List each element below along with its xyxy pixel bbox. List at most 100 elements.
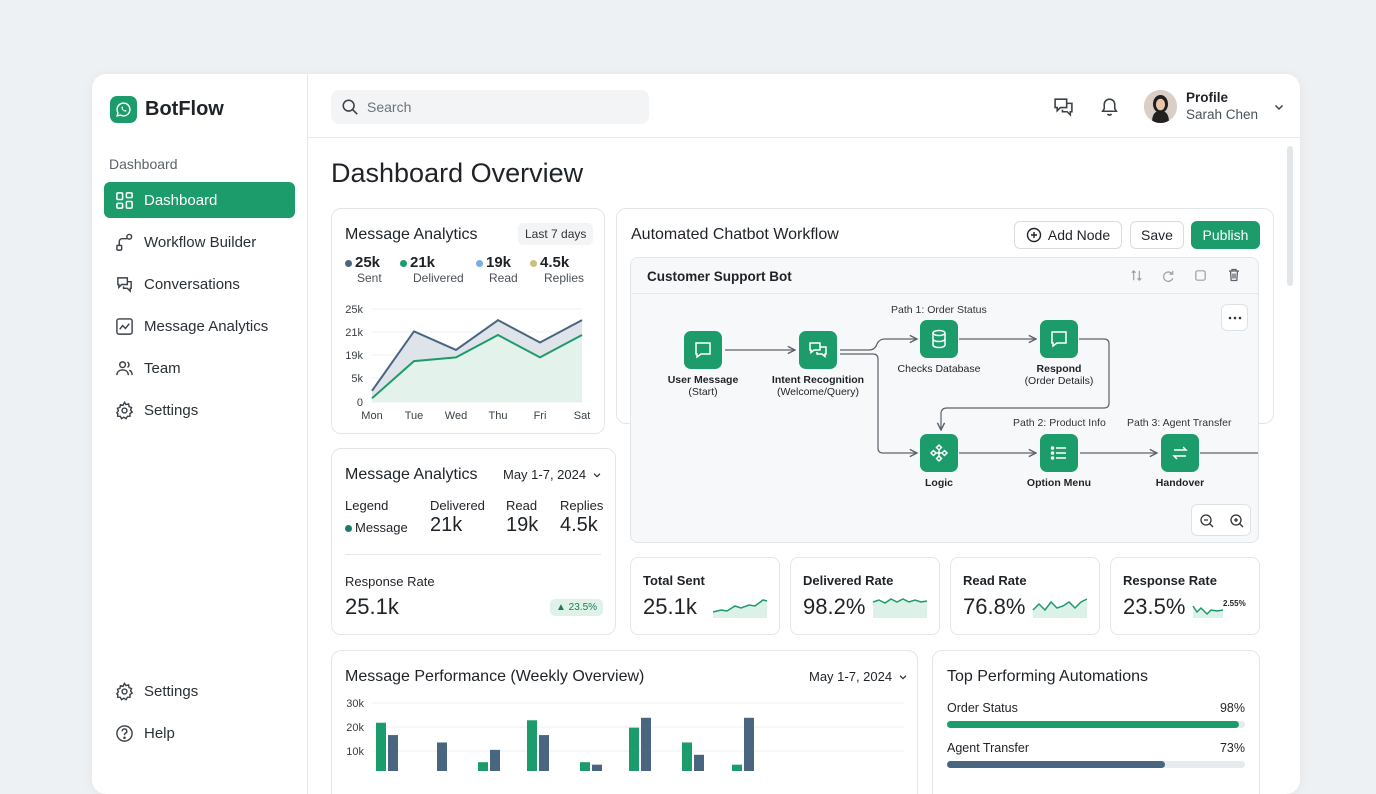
workflow-connectors — [725, 258, 1258, 543]
brand[interactable]: BotFlow — [110, 96, 224, 123]
database-icon — [932, 329, 946, 349]
sparkline — [1032, 598, 1088, 618]
publish-button[interactable]: Publish — [1191, 221, 1260, 249]
node-respond[interactable] — [1040, 320, 1078, 358]
sort-icon[interactable] — [1129, 268, 1144, 283]
transfer-icon — [1172, 446, 1188, 460]
redo-icon[interactable] — [1161, 268, 1176, 283]
node-user-message[interactable] — [684, 331, 722, 369]
progress-fill — [947, 721, 1240, 728]
stat-card-total-sent: Total Sent 25.1k — [630, 557, 780, 635]
message-performance-card: Message Performance (Weekly Overview) Ma… — [331, 650, 918, 794]
copy-icon[interactable] — [1193, 268, 1208, 283]
legend-delivered: 21k Delivered — [400, 254, 464, 285]
stat-card-delivered-rate: Delivered Rate 98.2% — [790, 557, 940, 635]
x-tick-label: Sat — [574, 410, 591, 422]
sidebar-item-message-analytics[interactable]: Message Analytics — [104, 308, 295, 344]
date-range-dropdown[interactable]: May 1-7, 2024 — [809, 669, 908, 684]
whatsapp-logo-icon — [110, 96, 137, 123]
bell-icon[interactable] — [1099, 96, 1120, 117]
bar — [478, 762, 488, 771]
trash-icon[interactable] — [1226, 267, 1242, 283]
path-label: Path 2: Product Info — [1013, 417, 1106, 429]
node-handover[interactable] — [1161, 434, 1199, 472]
delivered-label: Delivered — [430, 498, 485, 513]
sparkline — [872, 598, 928, 618]
profile-label: Profile — [1186, 90, 1229, 105]
search-box[interactable] — [331, 90, 649, 124]
more-options-button[interactable] — [1221, 304, 1248, 331]
profile-user-name: Sarah Chen — [1186, 107, 1259, 122]
scrollbar[interactable] — [1287, 146, 1293, 286]
avatar — [1144, 90, 1177, 123]
stat-value: 23.5% — [1123, 594, 1186, 619]
card-title: Message Analytics — [345, 466, 478, 483]
node-checks-database[interactable] — [920, 320, 958, 358]
sidebar-item-settings[interactable]: Settings — [104, 392, 295, 428]
divider — [345, 554, 601, 555]
sidebar-bottom-settings[interactable]: Settings — [104, 673, 295, 709]
legend-replies: 4.5k Replies — [530, 254, 584, 285]
node-label: Checks Database — [897, 363, 981, 375]
stat-value: 25.1k — [643, 594, 697, 619]
stat-label: Total Sent — [643, 573, 705, 588]
save-button[interactable]: Save — [1130, 221, 1184, 249]
node-logic[interactable] — [920, 434, 958, 472]
message-analytics-card: Message Analytics Last 7 days 25k Sent 21… — [331, 208, 605, 434]
node-option-menu[interactable] — [1040, 434, 1078, 472]
zoom-in-icon[interactable] — [1229, 513, 1245, 529]
sidebar-item-label: Workflow Builder — [144, 233, 257, 251]
messages-icon[interactable] — [1053, 96, 1074, 117]
sidebar-item-conversations[interactable]: Conversations — [104, 266, 295, 302]
y-tick-label: 19k — [345, 350, 363, 362]
y-tick-label: 5k — [351, 373, 363, 385]
read-value: 19k — [506, 514, 539, 536]
response-rate-value: 25.1k — [345, 594, 399, 619]
date-range-dropdown[interactable]: May 1-7, 2024 — [503, 467, 602, 482]
sidebar-item-workflow-builder[interactable]: Workflow Builder — [104, 224, 295, 260]
search-input[interactable] — [367, 99, 637, 115]
card-title: Automated Chatbot Workflow — [631, 226, 839, 243]
bar — [527, 720, 537, 771]
stat-value: 98.2% — [803, 594, 866, 619]
band-area — [372, 320, 582, 399]
brand-name: BotFlow — [145, 98, 224, 120]
automation-label: Agent Transfer — [947, 741, 1029, 755]
node-label: User Message (Start) — [667, 374, 739, 398]
automation-value: 98% — [1219, 701, 1245, 715]
bar — [641, 717, 651, 771]
zoom-out-icon[interactable] — [1199, 513, 1215, 529]
workflow-canvas[interactable]: Customer Support Bot User Message (St — [630, 257, 1259, 543]
app-window: BotFlow Dashboard Dashboard Workflow Bui… — [92, 74, 1300, 794]
gear-icon — [115, 681, 134, 701]
replies-label: Replies — [560, 498, 604, 513]
y-tick-label: 20k — [346, 722, 364, 734]
legend-sent: 25k Sent — [345, 254, 382, 285]
stat-label: Read Rate — [963, 573, 1027, 588]
add-node-button[interactable]: Add Node — [1014, 221, 1122, 249]
range-selector[interactable]: Last 7 days — [518, 223, 594, 245]
automation-value: 73% — [1219, 741, 1245, 755]
profile-menu[interactable]: Profile Sarah Chen — [1144, 90, 1285, 123]
help-icon — [116, 724, 133, 742]
x-tick-label: Thu — [489, 410, 508, 422]
stat-label: Delivered Rate — [803, 573, 894, 588]
bar — [744, 717, 754, 771]
sidebar-item-dashboard[interactable]: Dashboard — [104, 182, 295, 218]
automation-label: Order Status — [947, 701, 1018, 715]
sidebar-item-label: Conversations — [144, 275, 240, 293]
chat-icon — [117, 276, 132, 293]
sidebar-item-team[interactable]: Team — [104, 350, 295, 386]
topbar: Profile Sarah Chen — [308, 74, 1300, 138]
sidebar-item-label: Message Analytics — [144, 317, 269, 335]
logic-icon — [929, 443, 949, 463]
message-icon — [1051, 331, 1067, 348]
x-tick-label: Mon — [361, 410, 382, 422]
stat-card-response-rate: Response Rate 23.5% 2.55% — [1110, 557, 1260, 635]
workflow-header: Customer Support Bot — [631, 258, 1258, 294]
node-intent-recognition[interactable] — [799, 331, 837, 369]
sidebar-bottom-help[interactable]: Help — [104, 715, 295, 751]
y-tick-label: 10k — [346, 746, 364, 758]
sidebar-item-label: Settings — [144, 401, 199, 419]
